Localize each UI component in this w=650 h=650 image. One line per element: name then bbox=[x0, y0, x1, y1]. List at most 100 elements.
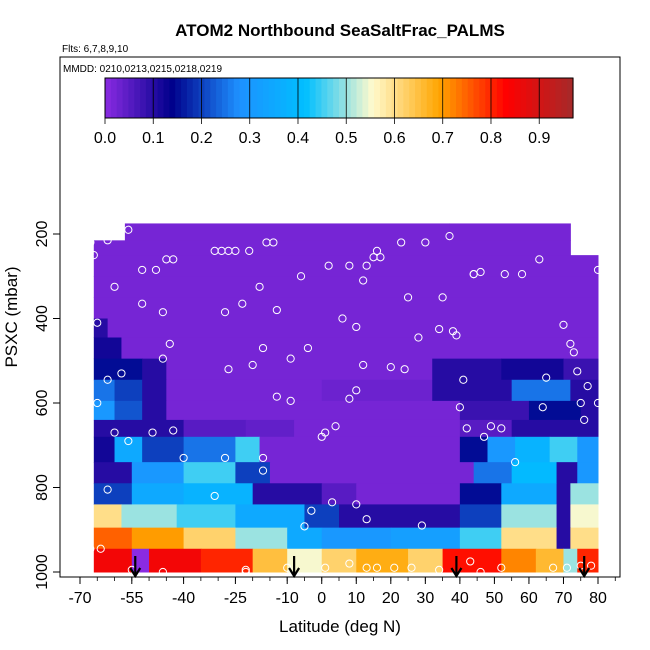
colorbar-swatch bbox=[134, 78, 141, 118]
observation-point bbox=[566, 339, 575, 348]
x-tick-label: 20 bbox=[382, 590, 400, 607]
heatmap-cell bbox=[511, 419, 599, 438]
observation-point bbox=[538, 403, 547, 412]
observation-point bbox=[562, 563, 572, 572]
heatmap-cell bbox=[142, 400, 167, 421]
heatmap-cell bbox=[294, 419, 461, 438]
observation-point bbox=[559, 320, 568, 329]
colorbar-swatch bbox=[122, 78, 129, 118]
colorbar-swatch bbox=[315, 78, 323, 118]
observation-point bbox=[549, 563, 558, 572]
colorbar-swatch bbox=[239, 78, 246, 118]
colorbar-swatch bbox=[362, 78, 369, 118]
observation-point bbox=[338, 314, 347, 323]
colorbar-swatch bbox=[339, 78, 346, 118]
colorbar-swatch bbox=[245, 78, 252, 118]
observation-point bbox=[497, 424, 506, 433]
colorbar-swatch bbox=[561, 78, 568, 118]
colorbar-swatch bbox=[543, 78, 551, 118]
colorbar-tick-label: 0.8 bbox=[480, 130, 502, 147]
colorbar-swatch bbox=[450, 78, 457, 118]
heatmap-cell bbox=[142, 436, 185, 463]
heatmap-cell bbox=[449, 223, 571, 241]
heatmap-cell bbox=[511, 462, 558, 484]
heatmap-cell bbox=[93, 504, 122, 529]
colorbar-swatch bbox=[105, 78, 112, 118]
colorbar-swatch bbox=[444, 78, 451, 118]
heatmap-cell bbox=[577, 462, 599, 484]
observation-point bbox=[345, 261, 354, 270]
colorbar-swatch bbox=[344, 78, 352, 118]
heatmap-cell bbox=[408, 548, 444, 573]
observation-point bbox=[158, 567, 167, 577]
observation-point bbox=[93, 318, 102, 327]
colorbar-swatch bbox=[496, 78, 504, 118]
x-tick-label: -55 bbox=[120, 590, 143, 607]
x-tick-label: 70 bbox=[555, 590, 573, 607]
y-tick-label: 400 bbox=[34, 305, 51, 332]
colorbar-swatch bbox=[286, 78, 293, 118]
colorbar-swatch bbox=[526, 78, 533, 118]
colorbar-tick-label: 0.2 bbox=[190, 130, 212, 147]
heatmap-cell bbox=[183, 483, 254, 505]
colorbar-swatch bbox=[110, 78, 118, 118]
x-tick-label: -10 bbox=[276, 590, 299, 607]
x-axis-label: Latitude (deg N) bbox=[279, 617, 401, 636]
heatmap-cell bbox=[356, 548, 409, 573]
heatmap-cell bbox=[121, 337, 599, 360]
heatmap-cell bbox=[487, 436, 516, 463]
colorbar-tick-label: 0.4 bbox=[287, 130, 309, 147]
observation-point bbox=[93, 398, 102, 408]
heatmap-cell bbox=[459, 419, 513, 438]
observation-point bbox=[452, 331, 461, 340]
colorbar-swatch bbox=[461, 78, 469, 118]
observation-point bbox=[331, 422, 340, 431]
heatmap-cell bbox=[149, 548, 202, 573]
observation-point bbox=[158, 308, 167, 317]
observation-point bbox=[245, 246, 254, 255]
heatmap-cell bbox=[432, 358, 502, 381]
observation-point bbox=[300, 522, 309, 531]
heatmap-cell bbox=[459, 483, 502, 505]
colorbar-swatch bbox=[257, 78, 264, 118]
observation-point bbox=[435, 324, 444, 334]
heatmap-cell bbox=[321, 483, 357, 505]
observation-point bbox=[390, 563, 399, 572]
heatmap-cell bbox=[93, 337, 122, 360]
colorbar-swatch bbox=[415, 78, 422, 118]
flight-arrow-head bbox=[578, 567, 591, 579]
heatmap-cell bbox=[563, 548, 578, 573]
heatmap-cell bbox=[183, 436, 236, 463]
observation-point bbox=[445, 232, 454, 241]
observation-point bbox=[286, 354, 295, 363]
observation-point bbox=[86, 238, 95, 247]
colorbar-swatch bbox=[274, 78, 282, 118]
observation-point bbox=[255, 282, 264, 291]
heatmap-cell bbox=[501, 504, 558, 529]
colorbar-swatch bbox=[508, 78, 516, 118]
colorbar-swatch bbox=[321, 78, 328, 118]
heatmap-cell bbox=[501, 548, 537, 573]
heatmap-cell bbox=[459, 504, 502, 529]
observation-point bbox=[438, 293, 447, 302]
observation-point bbox=[593, 265, 603, 275]
heatmap-cell bbox=[93, 318, 109, 339]
observation-point bbox=[359, 360, 368, 370]
observation-point bbox=[479, 432, 489, 441]
colorbar-swatch bbox=[333, 78, 340, 118]
heatmap-cell bbox=[556, 483, 571, 505]
observation-point bbox=[604, 384, 613, 393]
heatmap-cell bbox=[235, 436, 261, 463]
heatmap-cell bbox=[556, 462, 578, 484]
colorbar-swatch bbox=[204, 78, 211, 118]
heatmap-cell bbox=[93, 483, 133, 505]
observation-point bbox=[352, 386, 361, 395]
colorbar-swatch bbox=[192, 78, 200, 118]
colorbar-swatch bbox=[549, 78, 557, 118]
heatmap-cell bbox=[121, 504, 178, 529]
colorbar-swatch bbox=[374, 78, 381, 118]
observation-point bbox=[124, 225, 133, 234]
observation-point bbox=[169, 255, 178, 264]
heatmap-cell bbox=[114, 436, 143, 463]
observation-point bbox=[580, 415, 589, 424]
